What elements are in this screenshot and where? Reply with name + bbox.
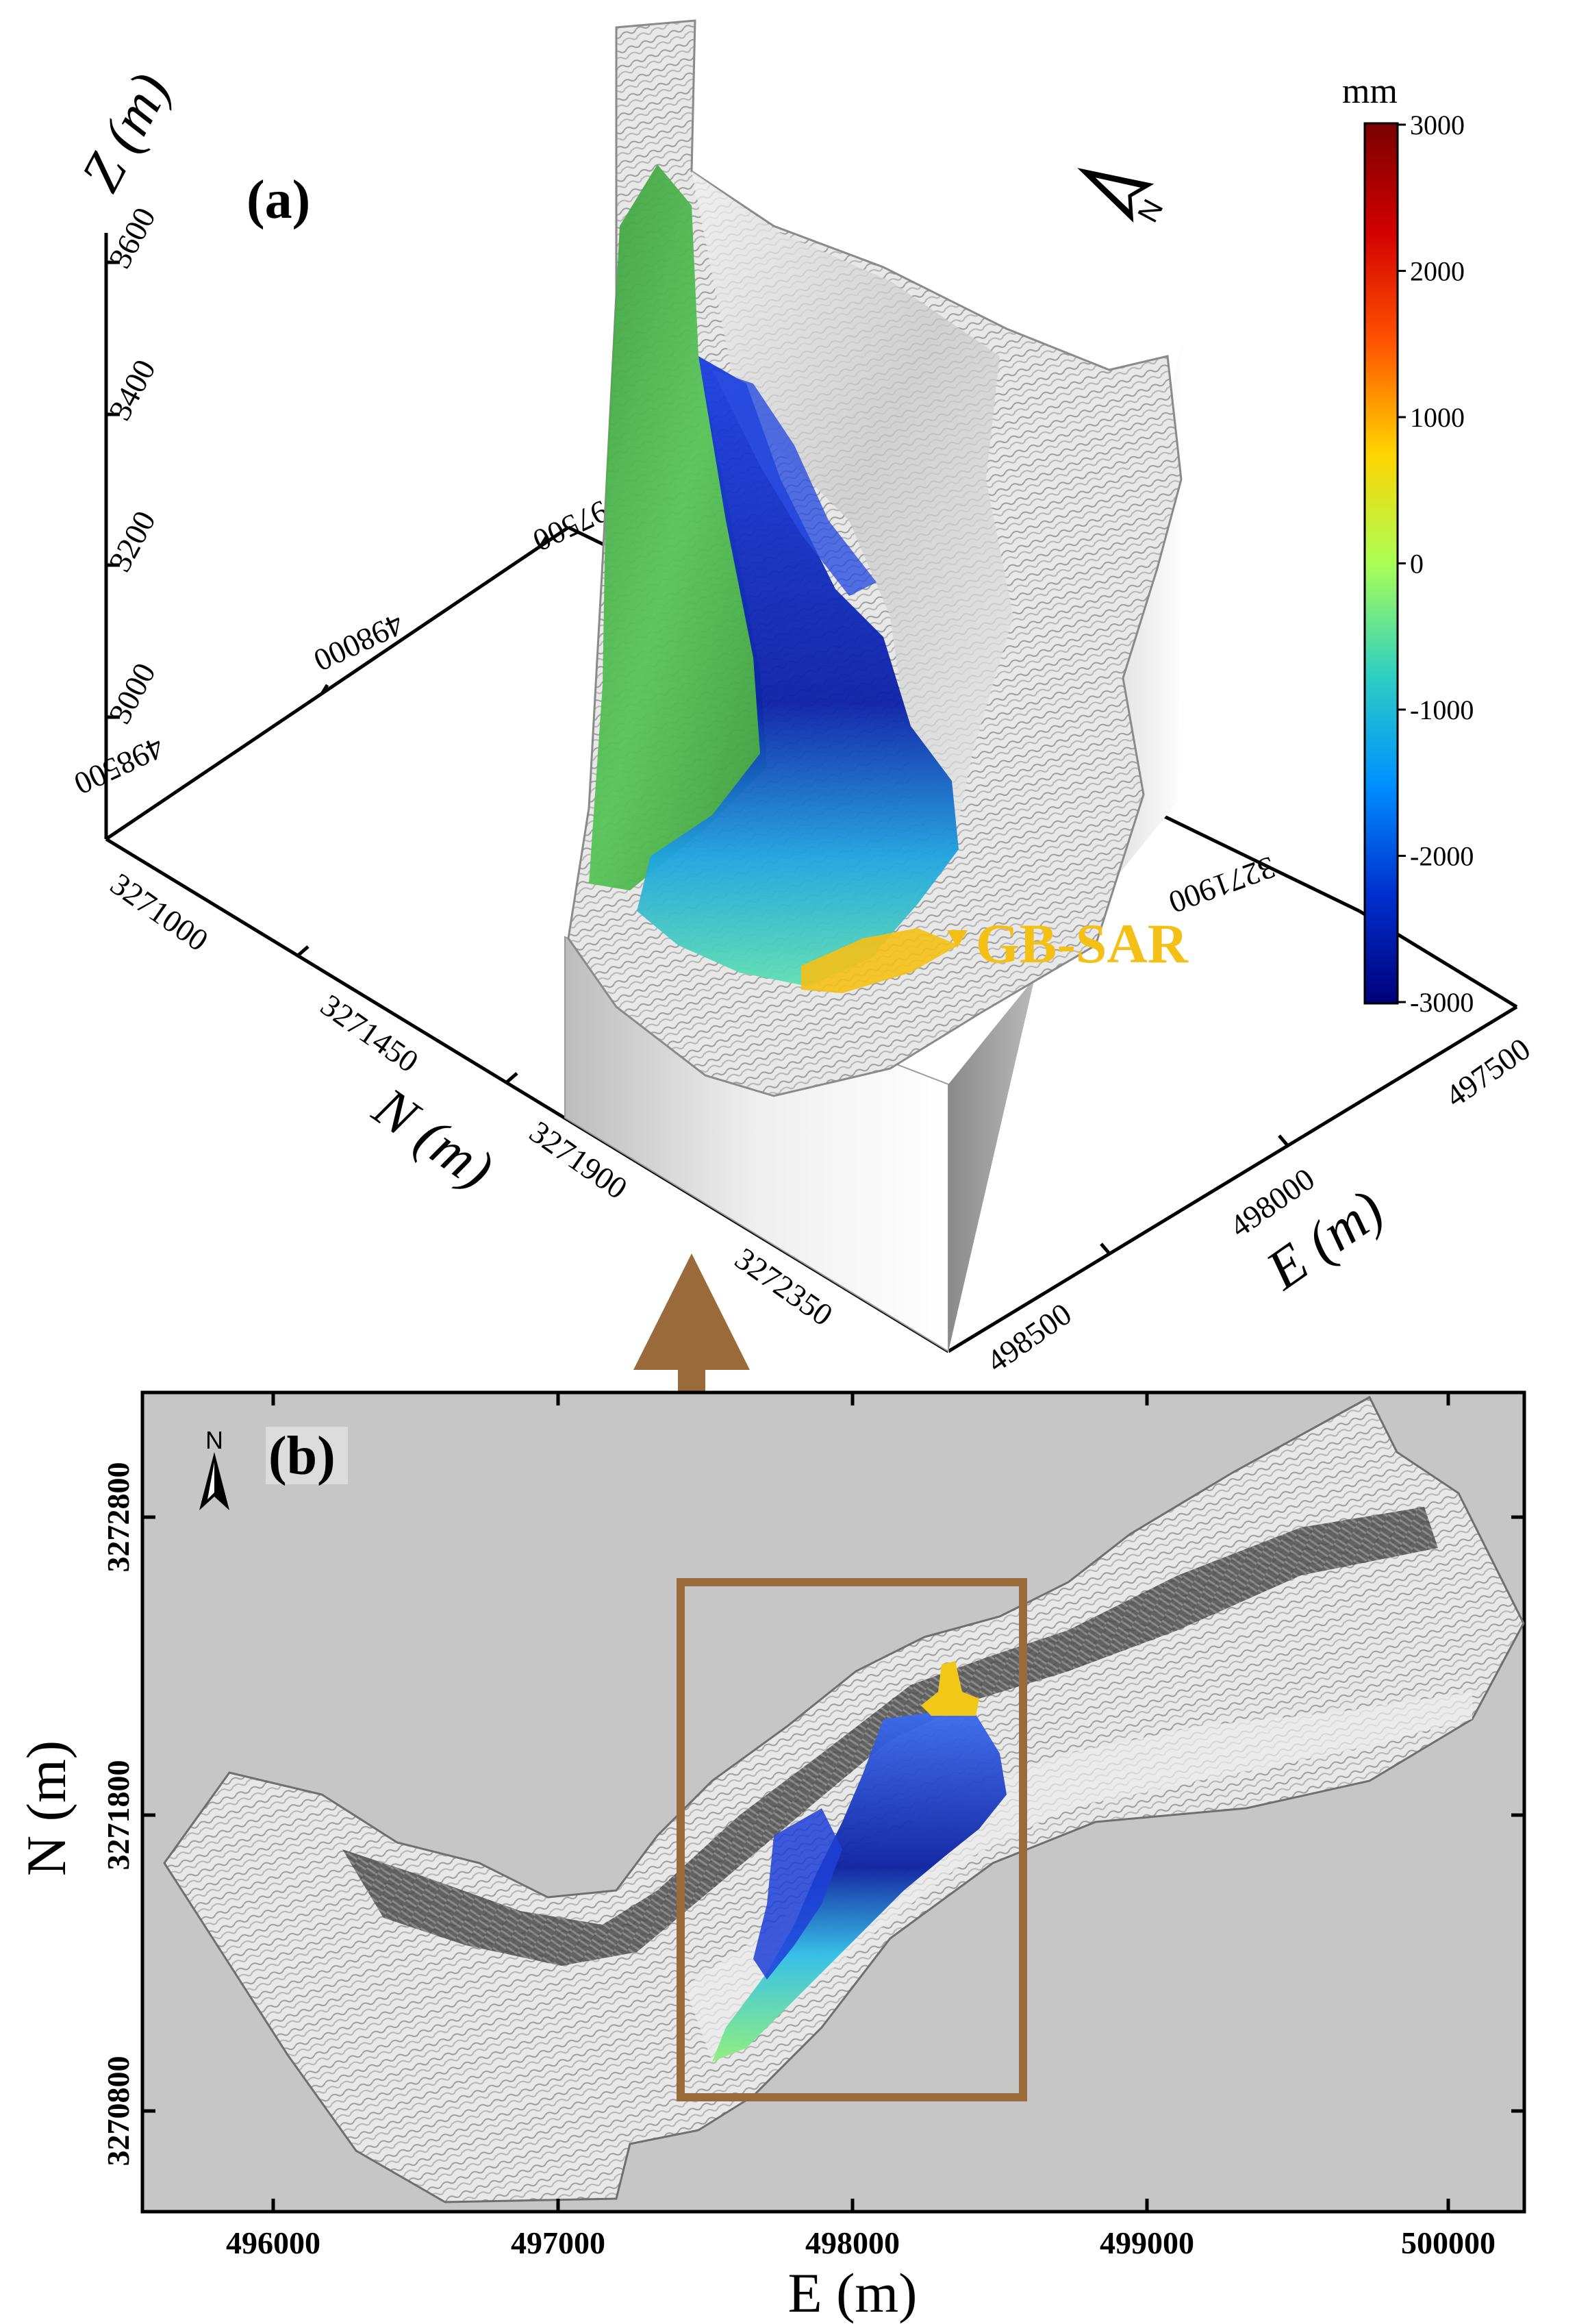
colorbar-tick-label: -3000 <box>1410 987 1474 1018</box>
y-tick-3272800: 3272800 <box>101 1462 136 1573</box>
y-tick-3271800: 3271800 <box>101 1760 136 1871</box>
panel-b-label: (b) <box>268 1426 336 1486</box>
terrain-ridge-shading <box>692 171 1013 822</box>
colorbar-tick-label: 0 <box>1410 549 1424 579</box>
gbsar-label: GB-SAR <box>976 912 1189 975</box>
x-tick-500000: 500000 <box>1401 2225 1496 2260</box>
x-axis-label: E (m) <box>788 2262 918 2324</box>
panel-b-label-bg <box>266 1427 348 1484</box>
stable-zone-green <box>589 164 767 890</box>
colorbar: mm 3000 2000 1000 0 -1000 -2000 -3000 <box>1342 72 1474 1018</box>
colorbar-unit: mm <box>1342 72 1398 111</box>
n-axis-label: N (m) <box>362 1075 505 1201</box>
colorbar-tick-label: -2000 <box>1410 841 1474 872</box>
north-arrow-letter: N <box>1131 194 1170 227</box>
z-axis-label: Z (m) <box>69 63 182 201</box>
y-tick-3270800: 3270800 <box>101 2056 136 2166</box>
panel-a: (a) 3000 3200 3400 3600 Z (m) <box>69 19 1537 1379</box>
landslide-head-yellow <box>921 1661 979 1716</box>
x-tick-498000: 498000 <box>805 2225 900 2260</box>
gbsar-zone-yellow <box>801 928 959 993</box>
landslide-scatter-blue <box>753 1808 842 1979</box>
panel-a-label: (a) <box>247 170 310 230</box>
back-e-tick-498500: 498500 <box>69 730 170 802</box>
deformation-scatter <box>712 370 876 596</box>
colorbar-gradient-bar <box>1363 122 1399 1005</box>
y-axis-label: N (m) <box>15 1740 77 1876</box>
deformation-zone <box>637 356 959 986</box>
e-tick-498500: 498500 <box>980 1296 1077 1379</box>
x-tick-497000: 497000 <box>511 2225 605 2260</box>
panel-b: (b) N 496000 497000 498000 499000 500000… <box>15 1390 1526 2324</box>
x-tick-499000: 499000 <box>1100 2225 1194 2260</box>
terrain-3d-model: GB-SAR <box>564 19 1189 1353</box>
back-n-tick: 3271900 <box>1164 850 1280 921</box>
north-arrow-icon: N <box>199 1426 229 1510</box>
colorbar-tick-label: -1000 <box>1410 695 1474 725</box>
map-axis-ticks <box>142 1392 1524 2212</box>
study-area-highlight <box>677 1578 1027 2101</box>
n-tick-3271000: 3271000 <box>104 866 214 958</box>
landslide-deformation-map <box>712 1709 1007 2062</box>
colorbar-ticks: 3000 2000 1000 0 -1000 -2000 -3000 <box>1398 110 1474 1018</box>
x-tick-496000: 496000 <box>226 2225 320 2260</box>
colorbar-tick-label: 3000 <box>1410 110 1465 140</box>
colorbar-tick-label: 1000 <box>1410 402 1465 433</box>
colorbar-tick-label: 2000 <box>1410 256 1465 287</box>
gbsar-marker-icon <box>947 930 968 948</box>
north-arrow-icon: N <box>1077 168 1170 227</box>
north-arrow-letter-b: N <box>205 1426 223 1454</box>
